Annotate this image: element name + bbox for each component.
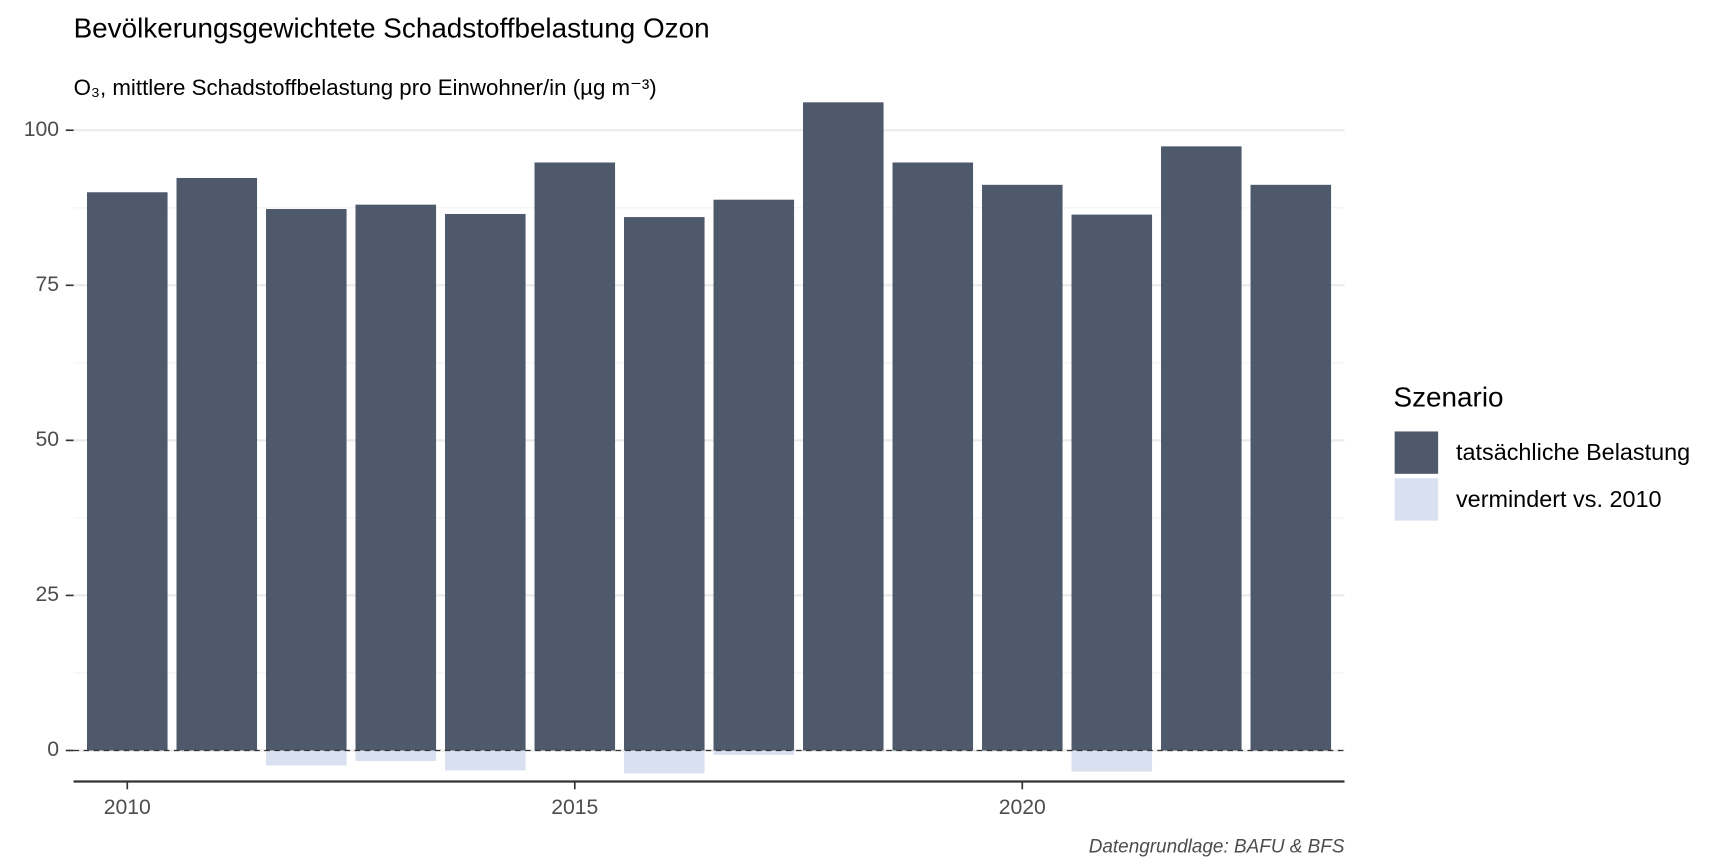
legend-title: Szenario xyxy=(1394,381,1504,412)
y-tick-label: 75 xyxy=(36,273,60,296)
bar xyxy=(1161,146,1242,751)
bar xyxy=(713,750,795,755)
y-tick-label: 0 xyxy=(47,738,59,761)
bar xyxy=(445,213,526,751)
y-tick-label: 25 xyxy=(36,583,60,606)
legend-label: tatsächliche Belastung xyxy=(1456,439,1690,465)
x-tick-label: 2020 xyxy=(999,796,1046,819)
legend-swatch xyxy=(1394,478,1439,521)
bar xyxy=(534,162,616,751)
y-tick-label: 50 xyxy=(36,428,60,451)
chart-title: Bevölkerungsgewichtete Schadstoffbelastu… xyxy=(74,12,710,43)
bar xyxy=(445,750,526,771)
y-tick-label: 100 xyxy=(24,118,59,141)
bar xyxy=(982,184,1063,751)
bar xyxy=(355,750,437,762)
bar xyxy=(803,102,884,751)
bar xyxy=(176,177,258,751)
bar xyxy=(266,209,347,751)
bar xyxy=(266,750,347,766)
legend-swatch xyxy=(1394,431,1439,474)
bar xyxy=(892,162,974,751)
x-tick-label: 2010 xyxy=(104,796,151,819)
chart-subtitle: O₃, mittlere Schadstoffbelastung pro Ein… xyxy=(74,75,657,100)
bar xyxy=(1071,750,1153,772)
bar xyxy=(624,217,705,751)
bar xyxy=(1071,214,1153,751)
bar xyxy=(87,192,168,751)
bar xyxy=(624,750,705,774)
caption: Datengrundlage: BAFU & BFS xyxy=(1089,836,1345,857)
bar xyxy=(355,204,437,751)
x-tick-label: 2015 xyxy=(551,796,598,819)
legend-label: vermindert vs. 2010 xyxy=(1456,486,1662,512)
bar xyxy=(713,199,795,751)
bar xyxy=(1250,184,1332,751)
